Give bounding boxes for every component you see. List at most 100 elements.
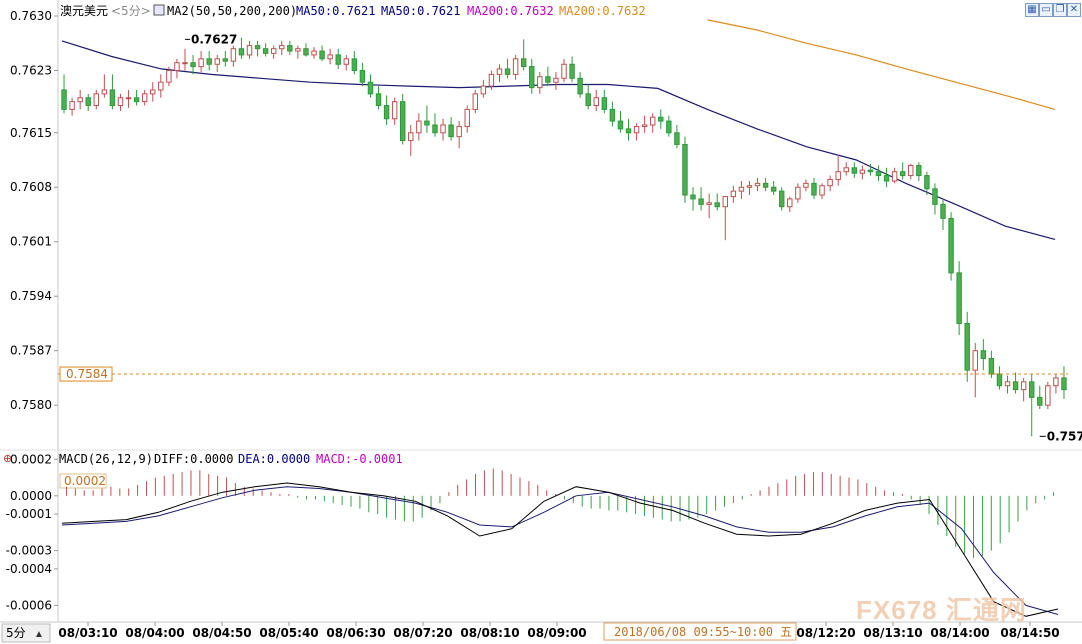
- candle-body: [1045, 385, 1051, 406]
- candle-body: [61, 89, 67, 110]
- macd-current-label: 0.0002: [64, 474, 106, 488]
- candle-body: [553, 77, 559, 83]
- watermark: FX678 汇通网: [856, 595, 1027, 625]
- macd-tick-label: -0.0006: [6, 598, 52, 612]
- price-annotations: 0.7584 0.7627 0.7576: [58, 32, 1082, 443]
- candle-body: [666, 120, 672, 134]
- time-tick-label: 08/12:20: [796, 626, 855, 640]
- candle-body: [916, 164, 922, 177]
- candle-body: [569, 63, 575, 79]
- candle-body: [641, 124, 648, 128]
- candle-body: [279, 45, 285, 50]
- candle-body: [980, 350, 987, 359]
- macd-crosshair-icon[interactable]: ⊕: [3, 453, 12, 465]
- candle-body: [359, 69, 366, 83]
- ma-label-3: MA200:0.7632: [467, 4, 554, 18]
- time-tick-label: 08/04:50: [192, 626, 251, 640]
- candle-body: [319, 50, 325, 60]
- candle-body: [383, 105, 390, 120]
- ma50-line: [61, 40, 1056, 240]
- candle-body: [456, 126, 462, 138]
- candle-body: [706, 202, 712, 205]
- candle-body: [351, 58, 358, 71]
- candle-body: [851, 167, 858, 174]
- grid-icon[interactable]: ▦: [1025, 3, 1039, 17]
- price-tick-label: 0.7587: [10, 344, 52, 358]
- candle-body: [448, 124, 454, 138]
- chevron-up-icon[interactable]: ▲: [34, 629, 44, 640]
- candle-body: [690, 194, 696, 200]
- candle-body: [117, 97, 124, 107]
- macd-title: MACD(26,12,9): [59, 452, 153, 466]
- candle-body: [891, 171, 898, 182]
- candle-body: [867, 169, 874, 173]
- candle-body: [408, 132, 414, 142]
- candle-body: [206, 58, 212, 65]
- time-tick-label: 08/14:00: [930, 626, 989, 640]
- high-label: 0.7627: [191, 32, 237, 46]
- candle-body: [400, 101, 406, 142]
- candle-body: [835, 171, 841, 180]
- candle-body: [601, 97, 608, 110]
- candle-body: [722, 196, 728, 208]
- price-tick-label: 0.7615: [10, 126, 52, 140]
- time-tick-label: 08/14:50: [1000, 626, 1059, 640]
- candle-body: [367, 81, 374, 95]
- candle-body: [174, 62, 180, 71]
- price-y-axis: 0.7630 0.7623 0.7615 0.7608 0.7601 0.7594 0.75…: [10, 9, 58, 412]
- candle-body: [996, 373, 1003, 387]
- candle-body: [738, 186, 745, 192]
- candle-body: [464, 108, 470, 128]
- candle-body: [270, 48, 277, 54]
- time-tick-label: 08/08:10: [460, 626, 519, 640]
- candle-body: [512, 58, 519, 75]
- candle-body: [674, 132, 680, 145]
- candle-body: [698, 198, 704, 205]
- macd-tick-label: 0.0000: [10, 489, 52, 503]
- time-x-axis: 08/03:10 08/04:00 08/04:50 08/05:40 08/06:30…: [58, 622, 1060, 640]
- candle-body: [819, 185, 825, 196]
- price-tick-label: 0.7601: [10, 235, 52, 249]
- close-icon[interactable]: ✕: [1067, 3, 1081, 17]
- candle-body: [93, 93, 100, 107]
- time-tick-label: 08/03:10: [58, 626, 117, 640]
- symbol-label: 澳元美元: [60, 4, 108, 18]
- candle-body: [714, 202, 720, 208]
- candle-body: [940, 203, 946, 219]
- expand-icon[interactable]: ▭: [1039, 3, 1053, 17]
- candle-body: [625, 128, 632, 134]
- chart-frame: [0, 0, 1082, 623]
- candle-body: [520, 58, 527, 68]
- candle-body: [101, 89, 108, 95]
- ma-label-2: MA50:0.7621: [381, 4, 460, 18]
- indicator-icon[interactable]: [153, 4, 165, 16]
- candle-body: [424, 120, 430, 126]
- price-tick-label: 0.7608: [10, 180, 52, 194]
- candle-body: [843, 167, 849, 173]
- candle-body: [948, 217, 954, 274]
- candle-body: [327, 54, 333, 60]
- candlestick-series[interactable]: [61, 37, 1067, 437]
- candle-body: [311, 50, 317, 56]
- candle-body: [190, 62, 196, 68]
- candle-body: [932, 188, 938, 205]
- candle-body: [964, 322, 970, 371]
- candle-body: [658, 116, 664, 122]
- time-tick-label: 08/06:30: [326, 626, 385, 640]
- window-icon[interactable]: ❐: [1053, 3, 1067, 17]
- price-tick-label: 0.7630: [10, 9, 52, 23]
- candle-body: [85, 97, 91, 107]
- candle-body: [391, 101, 398, 120]
- candle-body: [343, 58, 349, 65]
- macd-tick-label: 0.0002: [10, 452, 52, 466]
- candle-body: [246, 45, 253, 56]
- candle-body: [150, 89, 156, 95]
- candle-body: [472, 93, 479, 110]
- macd-dea-line: [61, 486, 1059, 615]
- candle-body: [262, 48, 269, 54]
- period-selector[interactable]: [1, 623, 51, 643]
- candle-body: [883, 175, 890, 182]
- candle-body: [956, 272, 962, 324]
- candle-body: [795, 186, 801, 200]
